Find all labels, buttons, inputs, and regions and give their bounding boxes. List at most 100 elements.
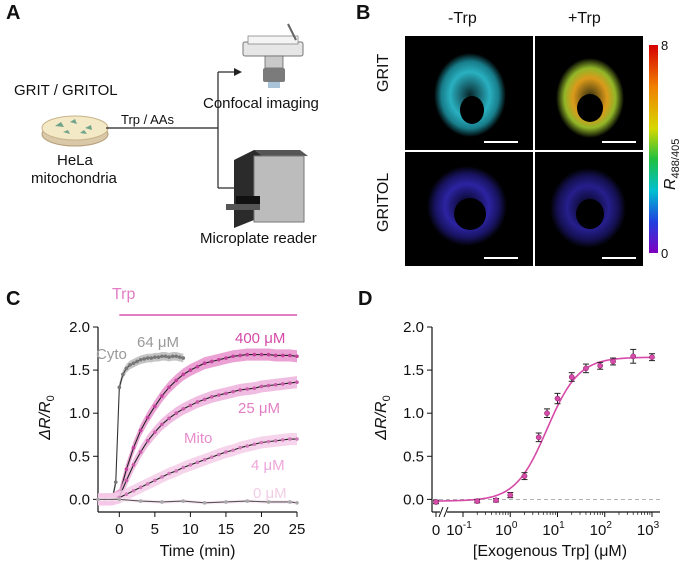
x-tick-label: 5 [151, 521, 159, 538]
data-point [167, 416, 171, 421]
data-point [124, 492, 129, 497]
data-point [124, 467, 129, 472]
x-axis-label: Time (min) [160, 543, 236, 560]
data-point [266, 500, 271, 504]
data-point [113, 480, 118, 484]
x-tick-label: 25 [289, 521, 306, 538]
data-point [202, 361, 207, 366]
data-point [160, 394, 164, 398]
x-tick-exponent: 3 [654, 520, 660, 531]
panel-letter-d: D [358, 288, 373, 310]
data-point [493, 497, 499, 504]
data-point [273, 438, 278, 443]
colorbar [649, 45, 658, 253]
data-point [188, 463, 193, 467]
data-point [142, 357, 146, 361]
data-point [124, 366, 129, 371]
data-point [231, 354, 235, 359]
x-tick-exponent: 0 [512, 520, 518, 531]
data-point [259, 440, 264, 445]
x-axis-label: [Exogenous Trp] (μM) [473, 543, 627, 560]
method-confocal-label: Confocal imaging [203, 95, 319, 112]
mito-label: Mito [184, 430, 213, 447]
data-point [544, 410, 550, 417]
data-point [288, 437, 292, 441]
data-point [181, 356, 186, 360]
data-point [295, 354, 299, 359]
data-point [181, 372, 186, 377]
conc-label-25: 25 μM [238, 400, 280, 417]
conc-label-4: 4 μM [251, 457, 285, 474]
data-point [156, 355, 161, 359]
data-point [288, 381, 292, 385]
y-tick-label: 0.5 [69, 448, 90, 465]
data-point [597, 362, 604, 369]
y-axis-label: ΔR/R0 [373, 395, 393, 440]
data-point [266, 439, 271, 444]
arrow-head-icon [234, 68, 242, 76]
data-point [163, 354, 168, 359]
data-point [195, 460, 200, 465]
data-point [245, 352, 250, 357]
x-tick-label: 10-1 [446, 520, 472, 539]
data-point [131, 463, 136, 467]
data-point [568, 374, 575, 380]
data-point [630, 353, 637, 360]
data-point [188, 368, 193, 372]
data-point [128, 363, 132, 367]
data-point [610, 358, 616, 365]
data-point [131, 488, 136, 493]
data-point [124, 478, 129, 483]
data-point [153, 404, 157, 409]
data-point [554, 395, 561, 402]
fit-curve [435, 356, 653, 502]
data-point [138, 499, 143, 503]
y-tick-label: 0.0 [403, 491, 424, 508]
data-point [170, 354, 175, 359]
data-point [474, 498, 481, 504]
trp-bar-label: Trp [112, 286, 136, 303]
data-point [121, 372, 125, 377]
conc-label-0: 0 μM [253, 485, 287, 502]
cyto-label: Cyto [96, 346, 127, 363]
data-point [174, 354, 178, 359]
data-point [238, 353, 242, 358]
sensor-label: GRIT / GRITOL [14, 82, 118, 99]
data-point [131, 361, 136, 366]
x-tick-label: 100 [495, 520, 518, 539]
data-point [135, 359, 139, 364]
data-point [231, 448, 235, 453]
data-point [117, 497, 122, 502]
y-axis-label-subscript: 0 [45, 395, 57, 401]
x-tick-label: 15 [218, 521, 235, 538]
conc-label-400: 400 μM [235, 330, 286, 347]
x-tick-label: 0 [115, 521, 123, 538]
y-axis-label-subscript: 0 [381, 395, 393, 401]
data-point [224, 391, 228, 396]
cell-organelle-label: mitochondria [31, 170, 117, 187]
data-point [188, 403, 193, 408]
colorbar-max-label: 8 [661, 38, 669, 53]
x-tick-label: 20 [253, 521, 270, 538]
data-point [252, 352, 257, 357]
data-point [231, 389, 235, 394]
data-point [160, 354, 164, 359]
panel-letter-a: A [6, 2, 21, 24]
petri-dish-icon [41, 115, 109, 147]
data-point [238, 388, 242, 392]
data-point [280, 353, 285, 358]
data-point [138, 450, 143, 454]
data-point [117, 385, 122, 390]
data-point [259, 384, 264, 389]
data-point [202, 457, 207, 462]
data-point [209, 395, 214, 399]
data-point [96, 497, 100, 502]
data-point [160, 422, 164, 427]
x-tick-label: 103 [637, 520, 660, 539]
x-tick-label: 10 [182, 521, 199, 538]
data-point [245, 499, 250, 503]
